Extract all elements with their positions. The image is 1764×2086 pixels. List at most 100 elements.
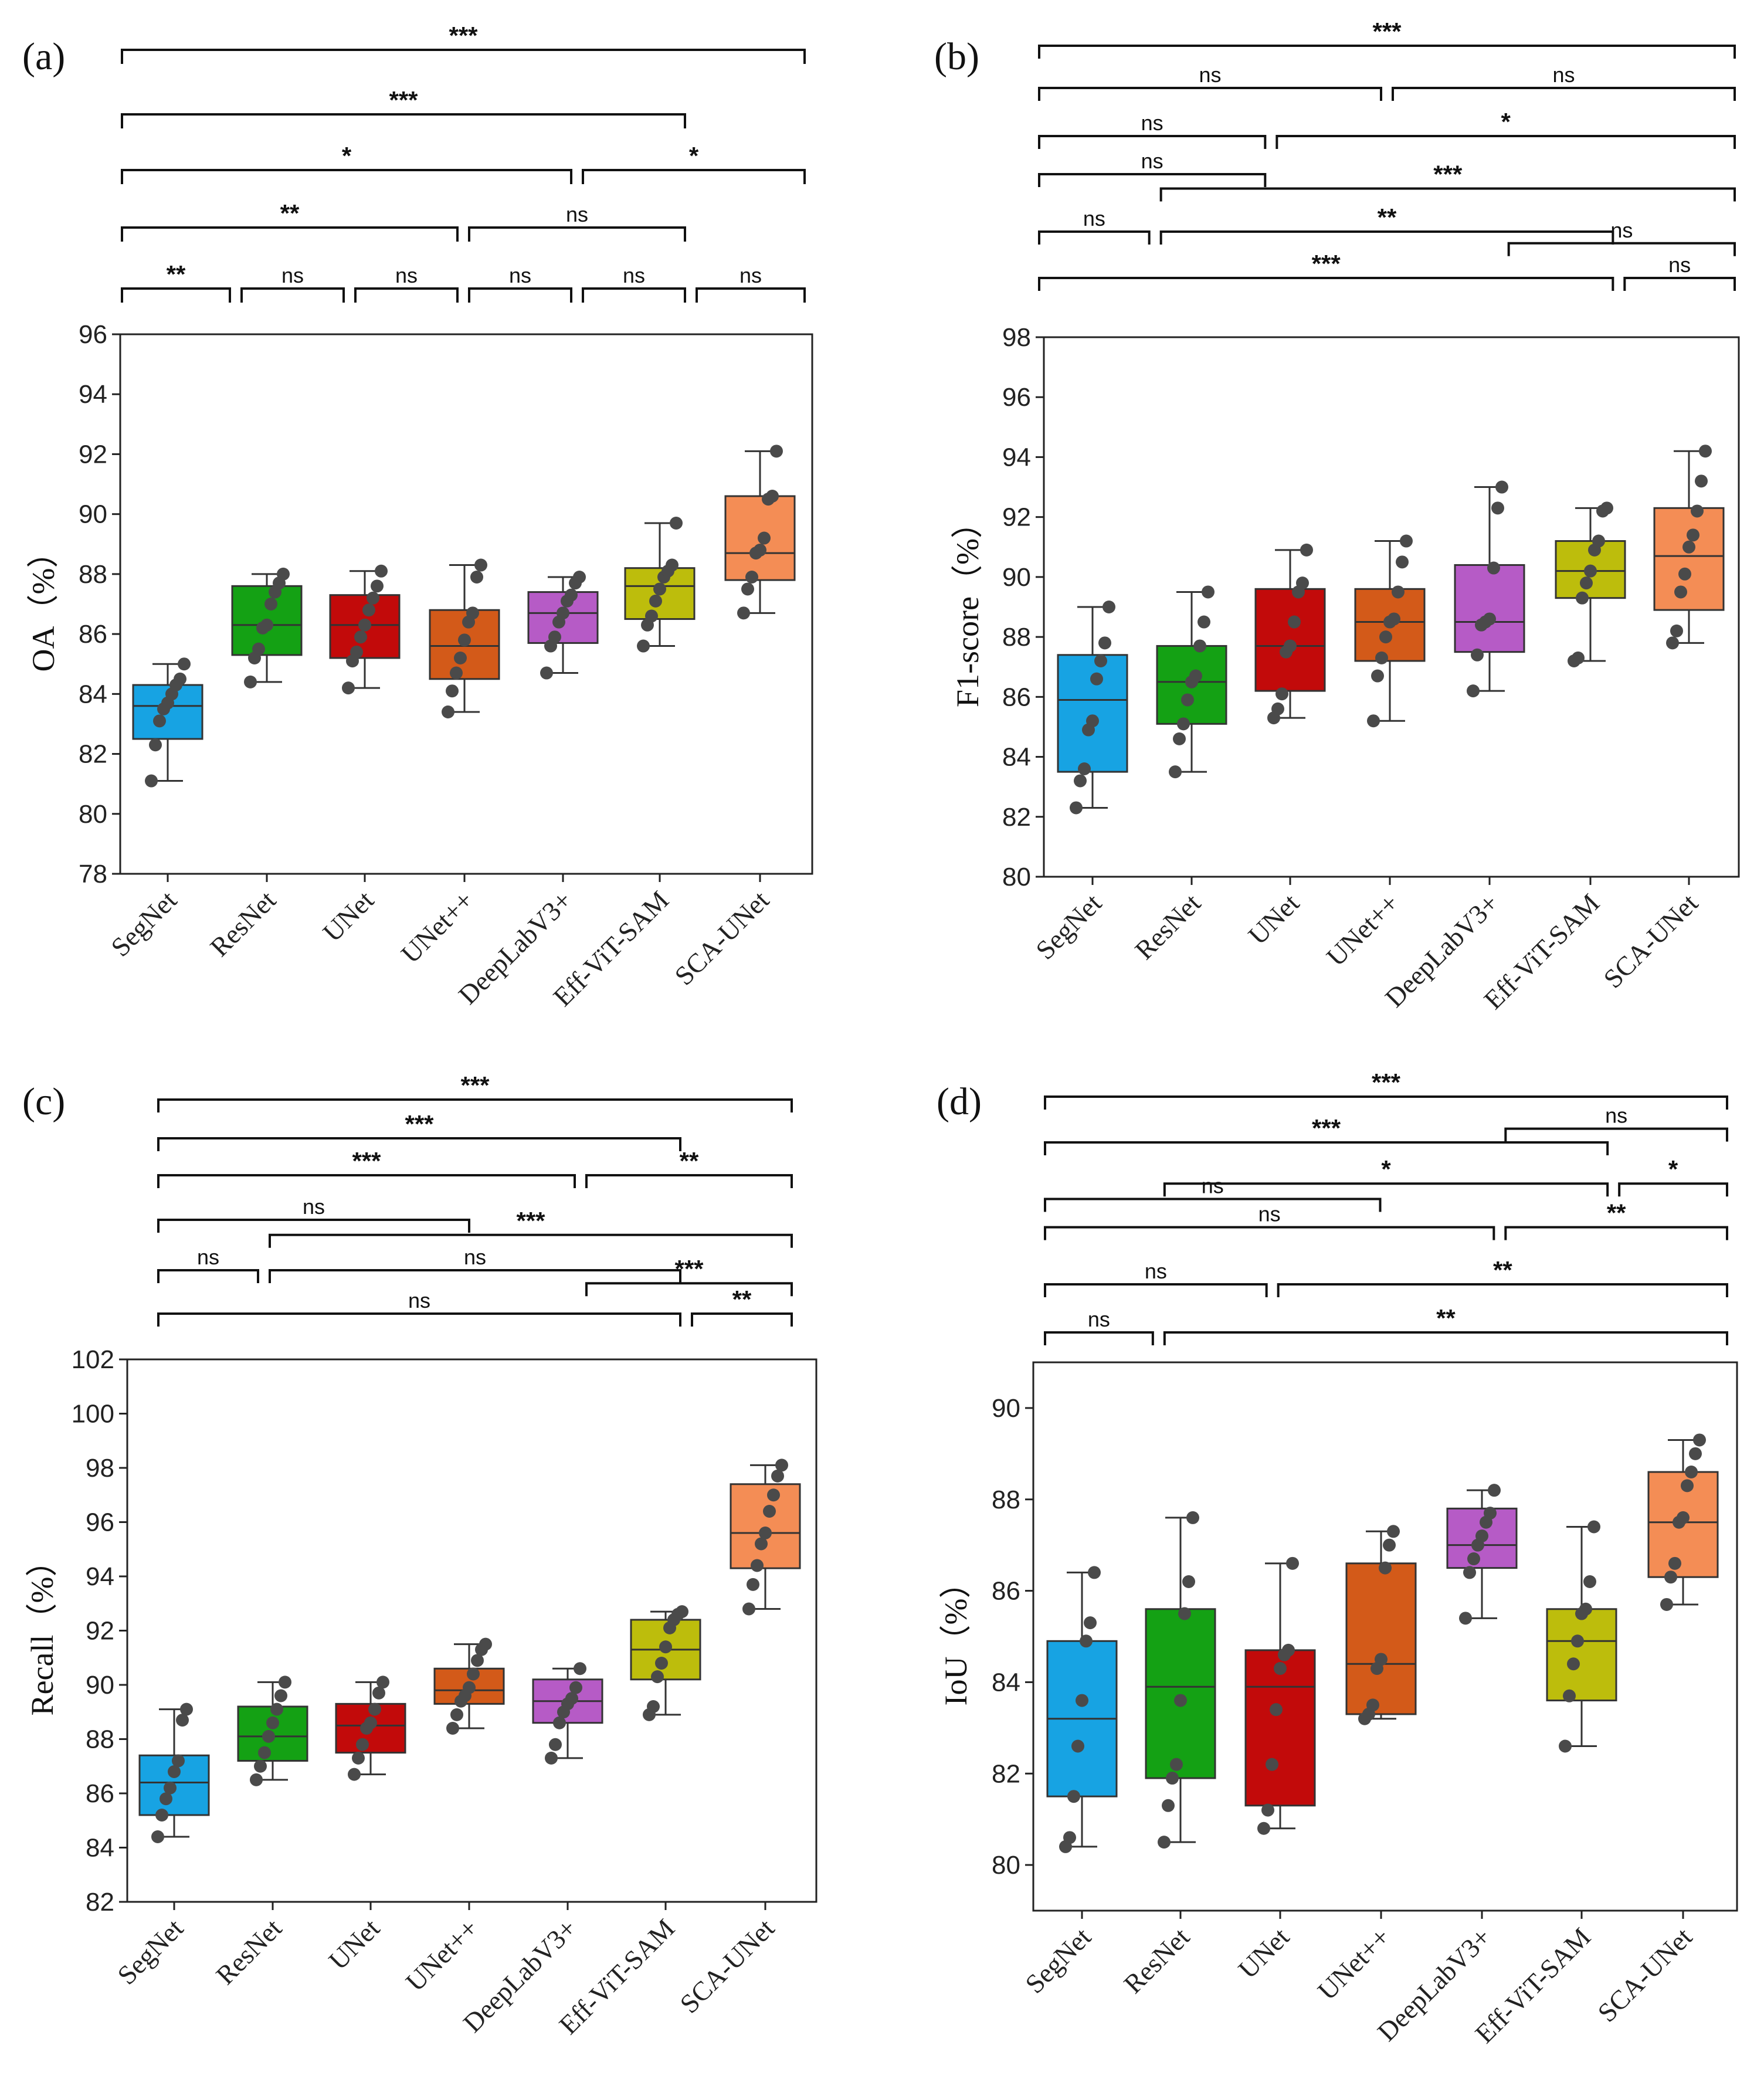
sig-bracket-label: *** xyxy=(389,86,418,114)
sig-bracket-label: ** xyxy=(732,1285,752,1313)
data-point xyxy=(1181,693,1194,707)
category-label: ResNet xyxy=(204,885,281,962)
data-point xyxy=(375,564,388,578)
data-point xyxy=(553,1716,566,1729)
panel-b-plot-frame xyxy=(1043,336,1740,878)
sig-bracket-line xyxy=(1044,1198,1382,1212)
data-point xyxy=(548,630,561,644)
data-point xyxy=(467,1667,480,1681)
data-point xyxy=(463,1681,476,1694)
ytick-label: 84 xyxy=(992,1668,1020,1697)
sig-bracket-line xyxy=(1504,1127,1728,1142)
data-point xyxy=(1396,555,1409,569)
data-point xyxy=(446,1722,459,1735)
data-point xyxy=(1484,1507,1497,1520)
data-point xyxy=(670,517,683,530)
data-point xyxy=(279,1675,291,1689)
box-unet xyxy=(1244,1649,1316,1807)
sig-bracket-line xyxy=(585,1282,793,1297)
data-point xyxy=(565,588,578,602)
sig-bracket-label: *** xyxy=(460,1071,490,1099)
ytick-label: 88 xyxy=(1002,623,1031,652)
sig-bracket-line xyxy=(1044,1095,1728,1110)
sig-bracket-label: ns xyxy=(509,263,531,287)
sig-bracket-line xyxy=(1618,1182,1728,1197)
data-point xyxy=(252,642,265,656)
data-point xyxy=(1463,1566,1476,1579)
data-point xyxy=(1699,445,1712,458)
data-point xyxy=(270,1702,283,1716)
category-label: UNet++ xyxy=(1312,1922,1396,2006)
data-point xyxy=(354,630,367,644)
sig-bracket-label: * xyxy=(1501,108,1511,135)
ytick-label: 90 xyxy=(992,1394,1020,1423)
data-point xyxy=(1173,732,1186,745)
data-point xyxy=(1681,1479,1694,1493)
data-point xyxy=(763,1505,776,1518)
sig-bracket-line xyxy=(1163,1182,1609,1197)
data-point xyxy=(775,1458,788,1472)
data-point xyxy=(659,1640,672,1654)
sig-bracket-line xyxy=(1159,187,1736,202)
sig-bracket-line xyxy=(1044,1226,1495,1240)
panel-b-plot: 80 82 84 86 88 90 92 94 96 98 SegNet ResNet UNet UNet… xyxy=(1002,323,1725,1015)
sig-bracket: *** xyxy=(1159,161,1736,202)
data-point xyxy=(1084,1616,1097,1630)
data-point xyxy=(1467,1552,1480,1566)
sig-bracket: * xyxy=(582,142,806,184)
sig-bracket: ns xyxy=(157,1195,470,1233)
category-label: SCA-UNet xyxy=(1597,888,1704,994)
data-point xyxy=(754,544,766,557)
ytick-label: 80 xyxy=(79,800,107,829)
sig-bracket-line xyxy=(157,1269,259,1283)
sig-bracket-label: ns xyxy=(464,1245,486,1269)
sig-bracket: ns xyxy=(1623,253,1736,291)
sig-bracket: *** xyxy=(1044,1114,1609,1155)
data-point xyxy=(356,1738,369,1751)
sig-bracket-line xyxy=(1044,1331,1154,1345)
sig-bracket-line xyxy=(121,226,459,242)
data-point xyxy=(1387,1525,1400,1538)
data-point xyxy=(1379,1561,1392,1575)
data-point xyxy=(1471,648,1484,662)
sig-bracket-label: *** xyxy=(1312,1114,1341,1142)
panel-c-plot: 82 84 86 88 90 92 94 96 98 100 102 SegNet ResNet UNet… xyxy=(72,1345,801,2040)
data-point xyxy=(645,609,658,623)
sig-bracket-label: ns xyxy=(281,263,304,287)
data-point xyxy=(1388,612,1400,626)
data-point xyxy=(770,445,783,458)
sig-bracket-label: *** xyxy=(1312,250,1341,277)
data-point xyxy=(471,1654,484,1667)
panel-a-letter: (a) xyxy=(22,35,65,78)
data-point xyxy=(1257,1822,1270,1835)
data-point xyxy=(1579,1602,1592,1616)
data-point xyxy=(1583,1575,1596,1588)
panel-b-significance: *** ns ns ns * ns *** ns ** ns *** ns xyxy=(1038,18,1736,291)
data-point xyxy=(1067,1790,1080,1803)
panel-d-plot-frame xyxy=(1032,1361,1738,1912)
sig-bracket: *** xyxy=(1038,18,1736,59)
sig-bracket: *** xyxy=(1044,1069,1728,1110)
data-point xyxy=(372,1686,385,1700)
data-point xyxy=(1367,714,1380,728)
data-point xyxy=(160,1792,172,1806)
data-point xyxy=(569,1681,582,1694)
sig-bracket-label: ns xyxy=(197,1245,219,1269)
data-point xyxy=(262,1729,275,1743)
category-label: SegNet xyxy=(1030,888,1107,965)
sig-bracket: * xyxy=(1618,1155,1728,1197)
data-point xyxy=(1261,1803,1274,1817)
panel-c-significance: ********* **ns***ns ns ***ns ** xyxy=(157,1071,793,1327)
sig-bracket-label: *** xyxy=(1372,1069,1401,1096)
sig-bracket-label: ns xyxy=(1141,149,1163,173)
sig-bracket-label: ns xyxy=(739,263,762,287)
sig-bracket-label: ns xyxy=(1083,206,1105,230)
data-point xyxy=(466,606,479,620)
data-point xyxy=(1088,1566,1101,1579)
sig-bracket-line xyxy=(1507,242,1736,256)
data-point xyxy=(168,1765,181,1778)
data-point xyxy=(1678,567,1691,581)
